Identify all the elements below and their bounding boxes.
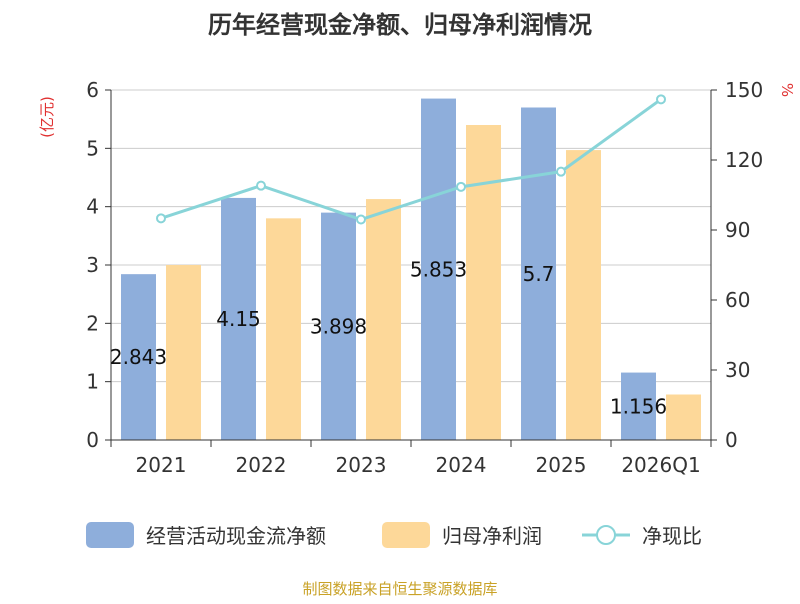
bar-cashflow	[421, 98, 456, 440]
bar-net-profit	[466, 125, 501, 440]
legend-swatch-ratio-marker	[596, 525, 616, 545]
legend-swatch-cashflow	[86, 522, 134, 548]
x-axis-tick-label: 2021	[136, 453, 187, 477]
right-axis-unit: %	[778, 83, 796, 97]
left-axis-tick-label: 4	[86, 195, 99, 219]
data-label-cashflow: 5.853	[410, 257, 467, 281]
x-axis-tick-label: 2026Q1	[621, 453, 700, 477]
ratio-line	[156, 94, 666, 225]
left-axis-tick-label: 5	[86, 136, 99, 160]
legend-swatch-net-profit	[382, 522, 430, 548]
right-axis-tick-label: 60	[725, 288, 750, 312]
gridlines	[111, 89, 711, 383]
right-axis-tick-label: 150	[725, 78, 763, 102]
data-label-cashflow: 4.15	[216, 307, 261, 331]
ratio-polyline	[160, 98, 662, 222]
data-label-cashflow: 3.898	[310, 314, 367, 338]
x-axis-tick-label: 2023	[336, 453, 387, 477]
x-axis-tick-label: 2025	[536, 453, 587, 477]
ratio-point	[256, 180, 266, 191]
data-label-cashflow: 5.7	[523, 262, 555, 286]
bar-cashflow	[321, 212, 356, 440]
bar-net-profit	[566, 150, 601, 441]
source-note: 制图数据来自恒生聚源数据库	[302, 580, 497, 598]
legend-label-net-profit: 归母净利润	[442, 524, 542, 548]
ratio-point	[156, 213, 166, 224]
right-axis-tick-label: 90	[725, 218, 750, 242]
chart-title: 历年经营现金净额、归母净利润情况	[208, 11, 592, 39]
left-axis-tick-label: 1	[86, 370, 99, 394]
data-label-cashflow: 1.156	[610, 394, 667, 418]
bars	[121, 98, 701, 441]
bar-cashflow	[221, 197, 256, 440]
legend: 经营活动现金流净额 归母净利润 净现比	[86, 522, 702, 548]
x-axis-tick-label: 2022	[236, 453, 287, 477]
ratio-point	[656, 94, 666, 105]
data-labels: 2.843 4.15 3.898 5.853 5.7 1.156	[110, 257, 667, 418]
bar-cashflow	[521, 107, 556, 440]
left-axis-tick-label: 0	[86, 428, 99, 452]
bar-net-profit	[166, 265, 201, 440]
right-axis-tick-label: 120	[725, 148, 763, 172]
right-axis-tick-label: 30	[725, 358, 750, 382]
bar-cashflow	[621, 372, 656, 440]
right-axis-tick-label: 0	[725, 428, 738, 452]
data-label-cashflow: 2.843	[110, 345, 167, 369]
bar-cashflow	[121, 274, 156, 440]
bar-net-profit	[366, 199, 401, 440]
left-axis-tick-label: 6	[86, 78, 99, 102]
ratio-point	[356, 214, 366, 225]
ratio-point	[556, 166, 566, 177]
bar-net-profit	[266, 218, 301, 440]
bar-net-profit	[666, 394, 701, 440]
legend-label-cashflow: 经营活动现金流净额	[146, 524, 326, 548]
left-axis-tick-label: 3	[86, 253, 99, 277]
x-axis-tick-label: 2024	[436, 453, 487, 477]
ratio-point	[456, 181, 466, 192]
left-axis-unit: (亿元)	[38, 96, 56, 138]
legend-label-ratio: 净现比	[642, 524, 702, 548]
left-axis-tick-label: 2	[86, 311, 99, 335]
